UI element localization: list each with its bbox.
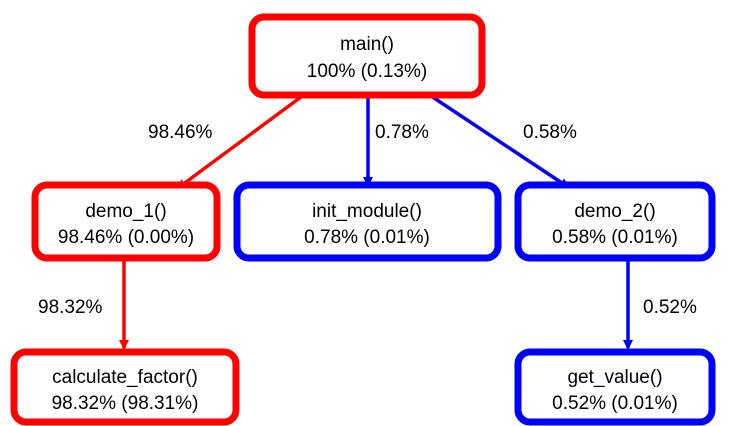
node-main[interactable]: main() 100% (0.13%)	[248, 13, 486, 99]
node-box-demo_1	[31, 181, 221, 262]
edge-main-demo_2: 0.58%	[424, 90, 577, 189]
edge-main-init_module: 0.78%	[363, 94, 429, 187]
node-name-main: main()	[340, 34, 394, 55]
node-init_module[interactable]: init_module() 0.78% (0.01%)	[233, 181, 502, 262]
edge-demo_2-get_value: 0.52%	[623, 258, 697, 350]
node-stats-calculate_factor: 98.32% (98.31%)	[52, 393, 199, 414]
edge-label-demo_2-get_value: 0.52%	[643, 297, 697, 318]
node-stats-main: 100% (0.13%)	[307, 61, 427, 82]
node-stats-demo_2: 0.58% (0.01%)	[552, 227, 678, 248]
node-box-get_value	[514, 348, 716, 426]
node-name-demo_1: demo_1()	[85, 201, 166, 222]
node-demo_1[interactable]: demo_1() 98.46% (0.00%)	[31, 181, 221, 262]
edge-label-main-demo_1: 98.46%	[148, 122, 213, 143]
node-name-calculate_factor: calculate_factor()	[52, 367, 198, 388]
nodes-group: main() 100% (0.13%) demo_1() 98.46% (0.0…	[10, 13, 716, 426]
node-name-get_value: get_value()	[567, 367, 662, 388]
node-demo_2[interactable]: demo_2() 0.58% (0.01%)	[514, 181, 716, 262]
node-name-init_module: init_module()	[312, 201, 422, 222]
node-name-demo_2: demo_2()	[574, 201, 655, 222]
edge-line-main-demo_1	[176, 92, 307, 190]
node-box-demo_2	[514, 181, 716, 262]
edge-demo_1-calculate_factor: 98.32%	[38, 258, 129, 350]
edges-group: 98.46% 0.78% 0.58% 98.32% 0.52%	[38, 90, 697, 350]
node-stats-init_module: 0.78% (0.01%)	[304, 227, 430, 248]
node-calculate_factor[interactable]: calculate_factor() 98.32% (98.31%)	[10, 348, 240, 426]
edge-line-main-demo_2	[424, 90, 570, 189]
node-get_value[interactable]: get_value() 0.52% (0.01%)	[514, 348, 716, 426]
edge-label-demo_1-calculate_factor: 98.32%	[38, 297, 103, 318]
node-box-main	[248, 13, 486, 99]
edge-label-main-init_module: 0.78%	[375, 122, 429, 143]
edge-main-demo_1: 98.46%	[148, 92, 307, 190]
node-stats-demo_1: 98.46% (0.00%)	[58, 227, 194, 248]
edge-label-main-demo_2: 0.58%	[523, 122, 577, 143]
node-box-calculate_factor	[10, 348, 240, 426]
node-box-init_module	[233, 181, 502, 262]
node-stats-get_value: 0.52% (0.01%)	[552, 393, 678, 414]
